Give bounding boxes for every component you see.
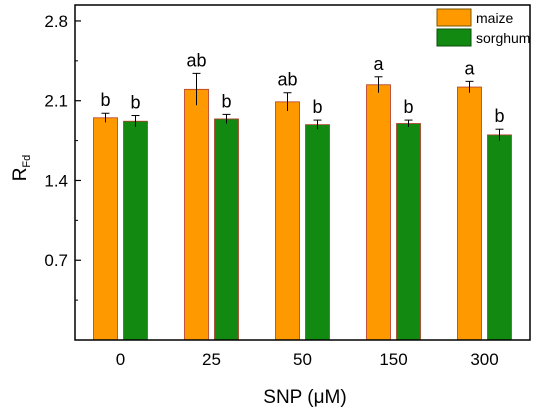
legend: maize sorghum: [436, 8, 530, 47]
error-bars-layer: [101, 72, 504, 141]
letter-maize-300: a: [464, 58, 475, 78]
x-tick-label-50: 50: [293, 350, 312, 369]
y-tick-label-1.4: 1.4: [44, 171, 68, 190]
bar-maize-300: [457, 86, 482, 341]
bar-sorghum-50: [305, 124, 330, 341]
x-tick-label-300: 300: [470, 350, 498, 369]
ticks-layer: 0 25 50 150 300 0.7 1.4 2.1 2.8: [44, 12, 498, 369]
bars-layer: [93, 84, 512, 341]
y-tick-label-2.1: 2.1: [44, 92, 68, 111]
x-tick-label-0: 0: [116, 350, 125, 369]
x-tick-label-25: 25: [202, 350, 221, 369]
legend-swatch-sorghum: [436, 28, 472, 47]
bar-sorghum-150: [396, 123, 421, 341]
bar-maize-150: [366, 84, 391, 341]
bar-sorghum-0: [123, 120, 148, 341]
x-axis-label: SNP (μM): [263, 387, 346, 408]
letter-sorghum-0: b: [130, 93, 140, 113]
bar-maize-0: [93, 117, 118, 341]
y-axis-label: RFd: [10, 155, 33, 182]
legend-label-maize: maize: [476, 10, 514, 26]
y-tick-label-2.8: 2.8: [44, 12, 68, 31]
plot-frame: [74, 4, 531, 341]
letter-maize-25: ab: [186, 50, 206, 70]
letter-maize-150: a: [373, 54, 384, 74]
letter-sorghum-25: b: [221, 91, 231, 111]
letter-sorghum-50: b: [312, 97, 322, 117]
bar-maize-25: [184, 88, 209, 341]
y-tick-label-0.7: 0.7: [44, 251, 68, 270]
legend-swatch-maize: [436, 8, 472, 27]
legend-label-sorghum: sorghum: [476, 30, 530, 46]
bar-maize-50: [275, 101, 300, 341]
letter-maize-0: b: [100, 90, 110, 110]
letter-sorghum-300: b: [494, 106, 504, 126]
letter-sorghum-150: b: [403, 97, 413, 117]
letter-maize-50: ab: [277, 70, 297, 90]
bar-sorghum-25: [214, 118, 239, 341]
bar-sorghum-300: [487, 134, 512, 341]
x-tick-label-150: 150: [379, 350, 407, 369]
